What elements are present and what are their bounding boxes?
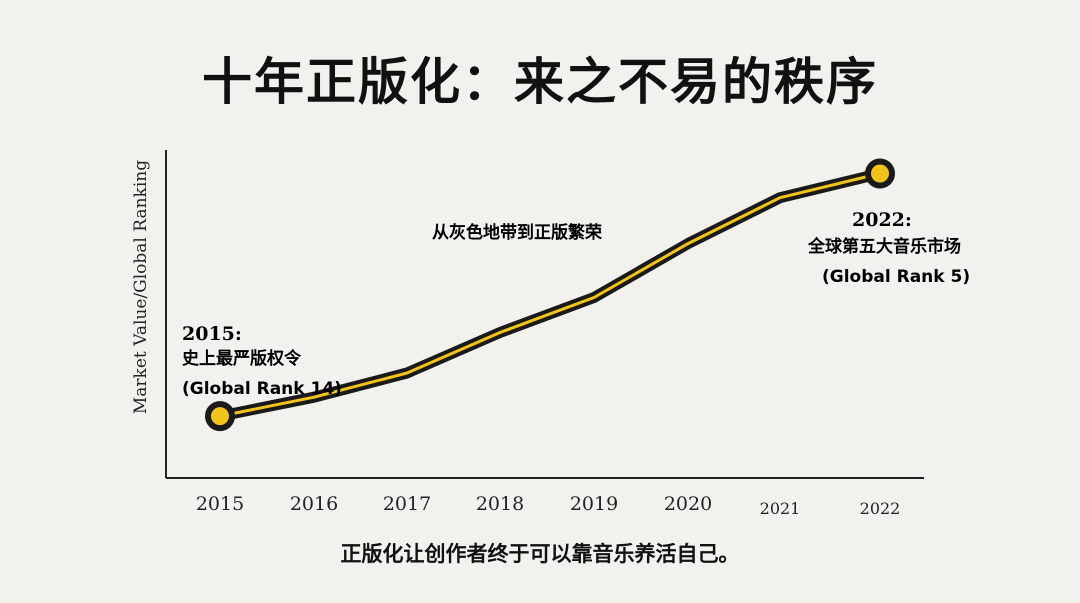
data-point-2022 [865, 158, 895, 189]
x-tick-label-2021: 2021 [760, 499, 801, 518]
y-axis-label: Market Value/Global Ranking [131, 160, 151, 414]
x-tick-label-2020: 2020 [664, 493, 712, 515]
annotation-2022-year: 2022: [852, 209, 912, 231]
x-tick-labels: 2015 2016 2017 2018 2019 2020 2021 2022 [196, 493, 901, 518]
series-line [218, 172, 882, 418]
x-tick-label-2016: 2016 [290, 493, 338, 515]
data-point-2015 [205, 401, 235, 432]
footer-caption: 正版化让创作者终于可以靠音乐养活自己。 [340, 542, 740, 566]
annotation-2015-text: 史上最严版权令 [182, 348, 302, 369]
annotation-2022-rank: (Global Rank 5) [822, 267, 970, 287]
series-layer [205, 158, 895, 432]
annotation-2015-year: 2015: [182, 323, 242, 345]
x-tick-label-2015: 2015 [196, 493, 244, 515]
chart-title: 十年正版化：来之不易的秩序 [202, 53, 878, 111]
annotation-middle: 从灰色地带到正版繁荣 [432, 222, 602, 243]
x-tick-label-2017: 2017 [383, 493, 431, 515]
annotation-2015-rank: (Global Rank 14) [182, 379, 342, 399]
x-tick-label-2019: 2019 [570, 493, 618, 515]
x-tick-label-2022: 2022 [860, 499, 901, 518]
annotation-2022-text: 全球第五大音乐市场 [807, 236, 961, 257]
x-tick-label-2018: 2018 [476, 493, 524, 515]
